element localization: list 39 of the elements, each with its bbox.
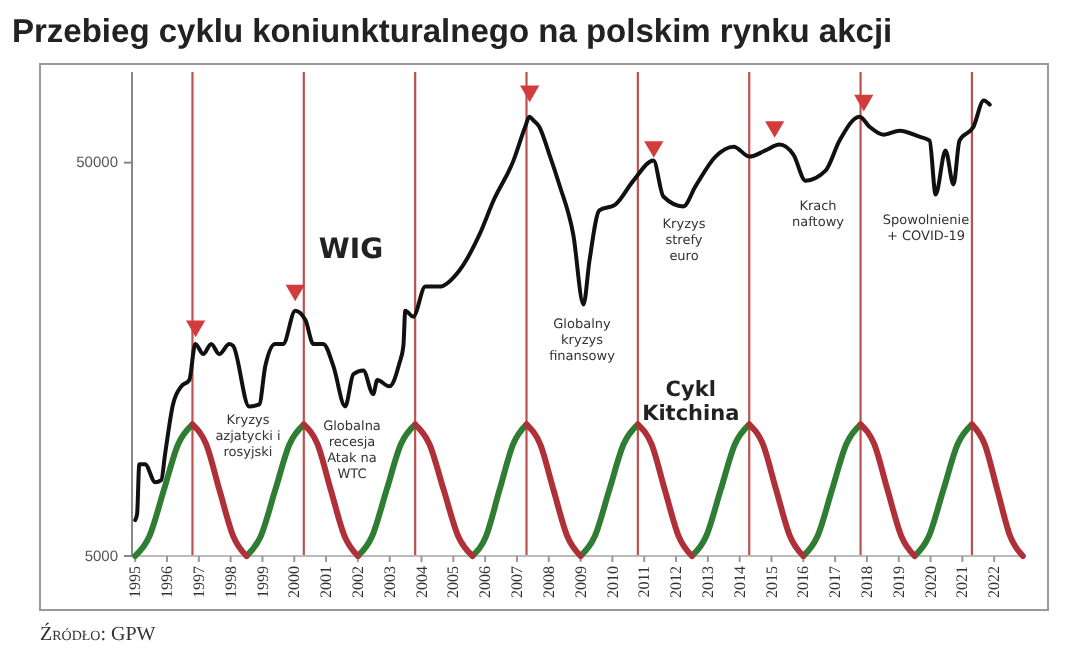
x-tick-label: 2019	[889, 566, 908, 598]
point	[186, 320, 206, 338]
x-tick-label: 2002	[349, 566, 368, 598]
point	[644, 141, 664, 158]
x-tick-label: 2003	[380, 566, 399, 598]
x-tick-label: 2022	[985, 566, 1004, 598]
point	[520, 85, 540, 103]
x-tick-label: 2011	[635, 566, 654, 598]
x-tick-label: 2021	[953, 566, 972, 598]
x-tick-label: 2007	[508, 566, 527, 598]
x-tick-label: 2013	[698, 566, 717, 598]
x-tick-label: 2008	[539, 566, 558, 598]
x-tick-label: 2000	[285, 566, 304, 598]
x-tick-label: 2009	[571, 566, 590, 598]
x-tick-label: 2020	[921, 566, 940, 598]
point	[765, 121, 785, 138]
x-tick-label: 1998	[221, 566, 240, 598]
x-tick-label: 1997	[189, 566, 208, 598]
x-tick-label: 2006	[476, 566, 495, 598]
series-label: WIG	[318, 234, 384, 267]
x-tick-label: 2005	[444, 566, 463, 598]
x-tick-label: 1995	[126, 566, 145, 598]
text: Źródło: GPW	[40, 622, 157, 646]
x-tick-label: 2018	[858, 566, 877, 598]
x-tick-label: 2016	[794, 566, 813, 598]
point	[285, 284, 305, 302]
x-tick-label: 2001	[317, 566, 336, 598]
point	[854, 94, 874, 112]
x-tick-label: 2010	[603, 566, 622, 598]
x-tick-label: 2014	[730, 566, 749, 598]
line-series	[133, 98, 992, 523]
x-tick-label: 2012	[667, 566, 686, 598]
chart-title: Przebieg cyklu koniunkturalnego na polskim rynku akcji	[12, 14, 893, 50]
x-tick-label: 2015	[762, 566, 781, 598]
x-tick-label: 2004	[412, 566, 431, 598]
series-label: Cykl Kitchina	[642, 378, 740, 427]
x-tick-label: 2017	[826, 566, 845, 598]
x-tick-label: 1996	[158, 566, 177, 598]
x-tick-label: 1999	[253, 566, 272, 598]
